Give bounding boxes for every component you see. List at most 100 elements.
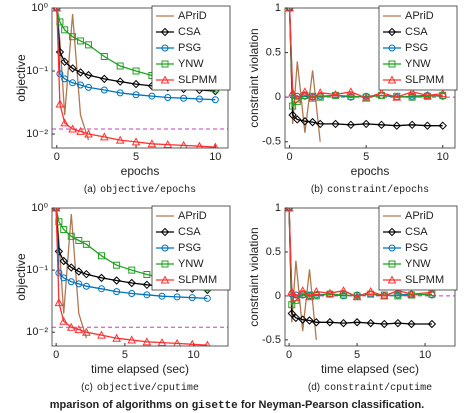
marker xyxy=(379,291,389,300)
caption-code: gisette xyxy=(192,400,239,412)
series-line xyxy=(288,208,432,307)
marker xyxy=(56,70,64,78)
x-axis-label: epochs xyxy=(351,164,390,178)
marker xyxy=(326,290,334,298)
marker xyxy=(100,74,109,84)
marker xyxy=(188,339,196,346)
y-axis-label: objective xyxy=(14,54,28,102)
marker xyxy=(61,75,69,83)
marker xyxy=(179,140,188,148)
marker xyxy=(77,81,85,89)
caption-code: objective/epochs xyxy=(100,184,196,196)
figure-caption: mparison of algorithms on gisette for Ne… xyxy=(50,399,424,412)
marker xyxy=(67,263,76,272)
marker xyxy=(82,282,90,290)
marker xyxy=(305,316,314,325)
x-axis-label: time elapsed (sec) xyxy=(91,362,189,376)
marker xyxy=(289,102,297,110)
marker xyxy=(160,27,170,37)
marker xyxy=(116,62,124,70)
marker xyxy=(84,129,93,138)
marker xyxy=(60,274,68,282)
marker xyxy=(67,278,75,286)
marker xyxy=(68,64,77,73)
marker xyxy=(288,110,297,120)
x-tick-label: 5 xyxy=(133,151,139,163)
marker xyxy=(315,88,325,97)
marker xyxy=(59,316,69,325)
marker xyxy=(160,275,170,284)
marker xyxy=(161,44,169,52)
y-tick-label: 10⁻² xyxy=(26,326,48,338)
marker xyxy=(97,273,106,283)
marker xyxy=(68,124,77,133)
marker xyxy=(212,142,219,148)
legend-label: CSA xyxy=(178,226,201,238)
marker xyxy=(161,244,169,252)
marker xyxy=(377,88,386,97)
marker xyxy=(311,286,321,296)
marker xyxy=(423,121,432,130)
marker xyxy=(388,260,396,268)
marker xyxy=(287,286,297,296)
y-tick-label: 10⁻¹ xyxy=(26,264,48,276)
caption-label: (a) xyxy=(84,184,96,195)
x-tick-label: 5 xyxy=(354,349,360,361)
legend-label: APriD xyxy=(405,210,434,222)
marker xyxy=(76,126,85,135)
marker xyxy=(173,293,181,301)
x-tick-label: 0 xyxy=(287,151,293,163)
marker xyxy=(300,117,310,126)
y-axis-label: objective xyxy=(14,253,28,301)
marker xyxy=(115,77,125,86)
marker xyxy=(388,244,396,252)
marker xyxy=(132,91,140,99)
marker xyxy=(143,291,151,299)
plot-lines xyxy=(285,8,455,142)
marker xyxy=(361,119,371,129)
marker xyxy=(161,60,169,68)
y-tick-label: 10⁰ xyxy=(31,202,48,214)
marker xyxy=(131,137,141,146)
legend-label: PSG xyxy=(405,42,428,54)
marker xyxy=(127,335,137,344)
marker xyxy=(160,75,170,84)
marker xyxy=(427,287,437,296)
marker xyxy=(388,44,396,52)
legend-label: APriD xyxy=(405,10,434,22)
marker xyxy=(388,60,396,68)
marker xyxy=(308,93,317,102)
marker xyxy=(54,298,64,307)
marker xyxy=(361,93,371,102)
legend-label: CSA xyxy=(405,26,428,38)
y-tick-label: -0.5 xyxy=(262,334,281,346)
marker xyxy=(407,120,417,130)
caption-code: constraint/cputime xyxy=(324,382,432,394)
x-axis-label: epochs xyxy=(121,164,160,178)
marker xyxy=(316,119,325,129)
marker xyxy=(312,318,321,327)
marker xyxy=(188,294,196,302)
marker xyxy=(339,286,348,295)
marker xyxy=(407,291,415,299)
marker xyxy=(100,52,108,60)
marker xyxy=(285,208,294,212)
marker xyxy=(163,140,173,148)
marker xyxy=(55,99,65,108)
marker xyxy=(332,91,340,99)
marker xyxy=(331,119,340,129)
marker xyxy=(291,293,301,302)
marker xyxy=(82,240,90,248)
marker xyxy=(288,88,297,97)
marker xyxy=(292,94,302,103)
caption-label: (d) xyxy=(308,382,320,393)
marker xyxy=(196,141,203,148)
marker xyxy=(305,292,314,301)
marker xyxy=(285,8,294,12)
y-tick-label: 10⁻¹ xyxy=(26,65,48,77)
marker xyxy=(84,70,93,80)
marker xyxy=(387,75,397,84)
legend-label: SLPMM xyxy=(178,274,217,286)
marker xyxy=(54,247,64,256)
y-tick-label: 0 xyxy=(275,290,281,302)
